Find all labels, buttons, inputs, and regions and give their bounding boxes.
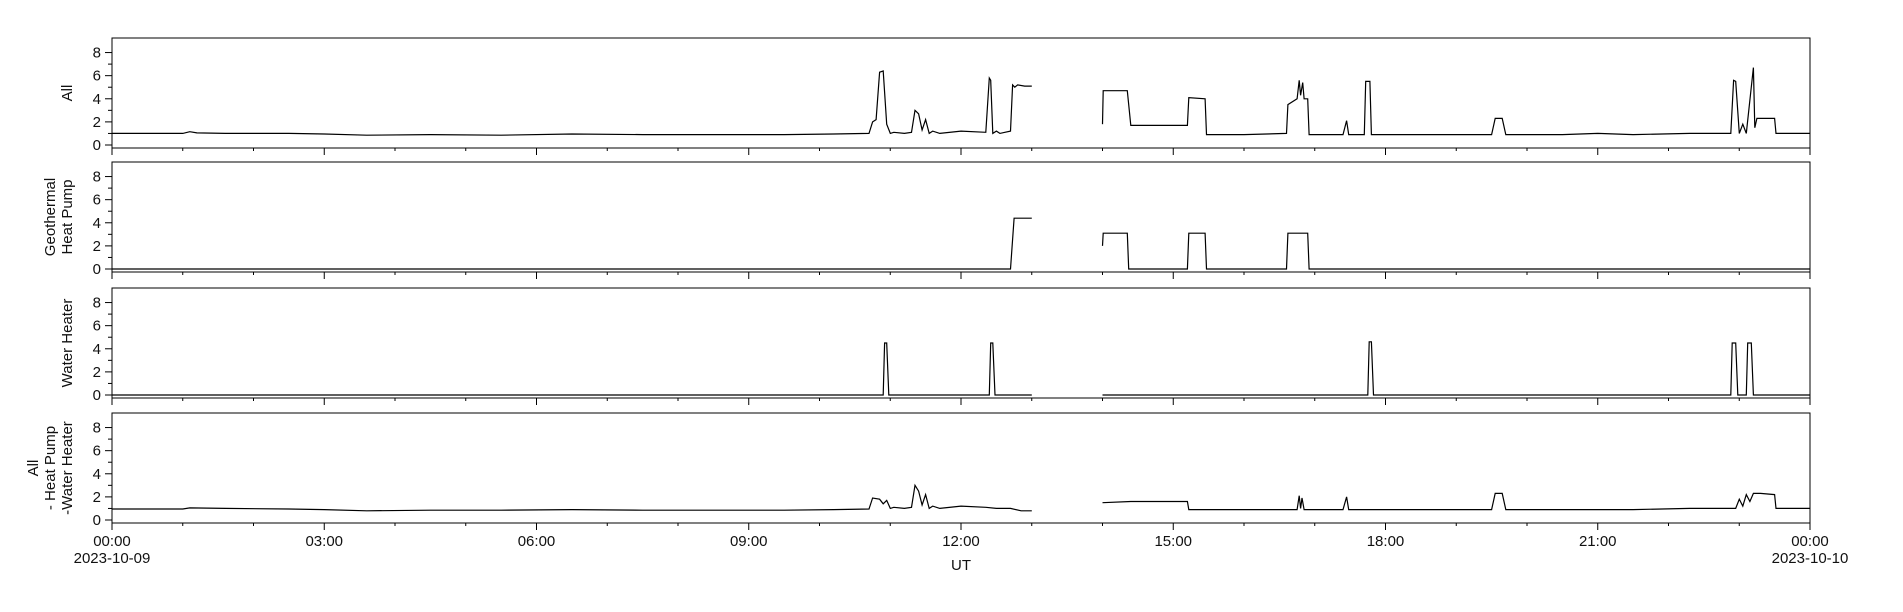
panel-ylabel: Geothermal	[42, 178, 59, 256]
panel-ylabel: Heat Pump	[59, 179, 76, 254]
series-line	[1102, 341, 1810, 396]
y-tick-label: 4	[93, 466, 101, 483]
x-end-date-label: 2023-10-10	[1772, 550, 1849, 567]
y-tick-label: 2	[93, 114, 101, 131]
series-line	[1101, 67, 1810, 136]
x-tick-label: 15:00	[1154, 533, 1192, 550]
y-tick-label: 8	[93, 295, 101, 312]
panel-ylabel: Water Heater	[59, 299, 76, 388]
y-tick-label: 2	[93, 489, 101, 506]
x-tick-label: 12:00	[942, 533, 980, 550]
y-tick-label: 4	[93, 341, 101, 358]
x-tick-label: 00:00	[1791, 533, 1829, 550]
y-tick-label: 0	[93, 512, 101, 529]
x-tick-label: 06:00	[518, 533, 556, 550]
x-start-date-label: 2023-10-09	[74, 550, 151, 567]
y-tick-label: 0	[93, 387, 101, 404]
x-tick-label: 00:00	[93, 533, 131, 550]
panel-frame	[111, 287, 1811, 399]
y-tick-label: 8	[93, 45, 101, 62]
y-tick-label: 2	[93, 364, 101, 381]
y-tick-label: 6	[93, 443, 101, 460]
series-line	[112, 70, 1032, 136]
panel-ylabel: All	[59, 85, 76, 102]
y-tick-label: 6	[93, 192, 101, 209]
y-tick-label: 0	[93, 261, 101, 278]
y-tick-label: 4	[93, 91, 101, 108]
panel-ylabel: - Heat Pump	[42, 426, 59, 510]
panel-ylabel: -Water Heater	[59, 421, 76, 515]
x-tick-label: 09:00	[730, 533, 768, 550]
y-tick-label: 8	[93, 420, 101, 437]
y-tick-label: 2	[93, 238, 101, 255]
panel-frame	[111, 161, 1811, 273]
x-axis-label: UT	[951, 557, 971, 574]
series-line	[1102, 492, 1810, 511]
series-line	[112, 217, 1032, 270]
y-tick-label: 0	[93, 137, 101, 154]
series-line	[112, 342, 1032, 396]
x-tick-label: 03:00	[305, 533, 343, 550]
panel-ylabel: All	[25, 460, 42, 477]
series-line	[1101, 232, 1810, 270]
y-tick-label: 6	[93, 68, 101, 85]
y-tick-label: 4	[93, 215, 101, 232]
y-tick-label: 6	[93, 318, 101, 335]
y-tick-label: 8	[93, 169, 101, 186]
x-tick-label: 21:00	[1579, 533, 1617, 550]
x-tick-label: 18:00	[1367, 533, 1405, 550]
series-line	[112, 483, 1032, 512]
